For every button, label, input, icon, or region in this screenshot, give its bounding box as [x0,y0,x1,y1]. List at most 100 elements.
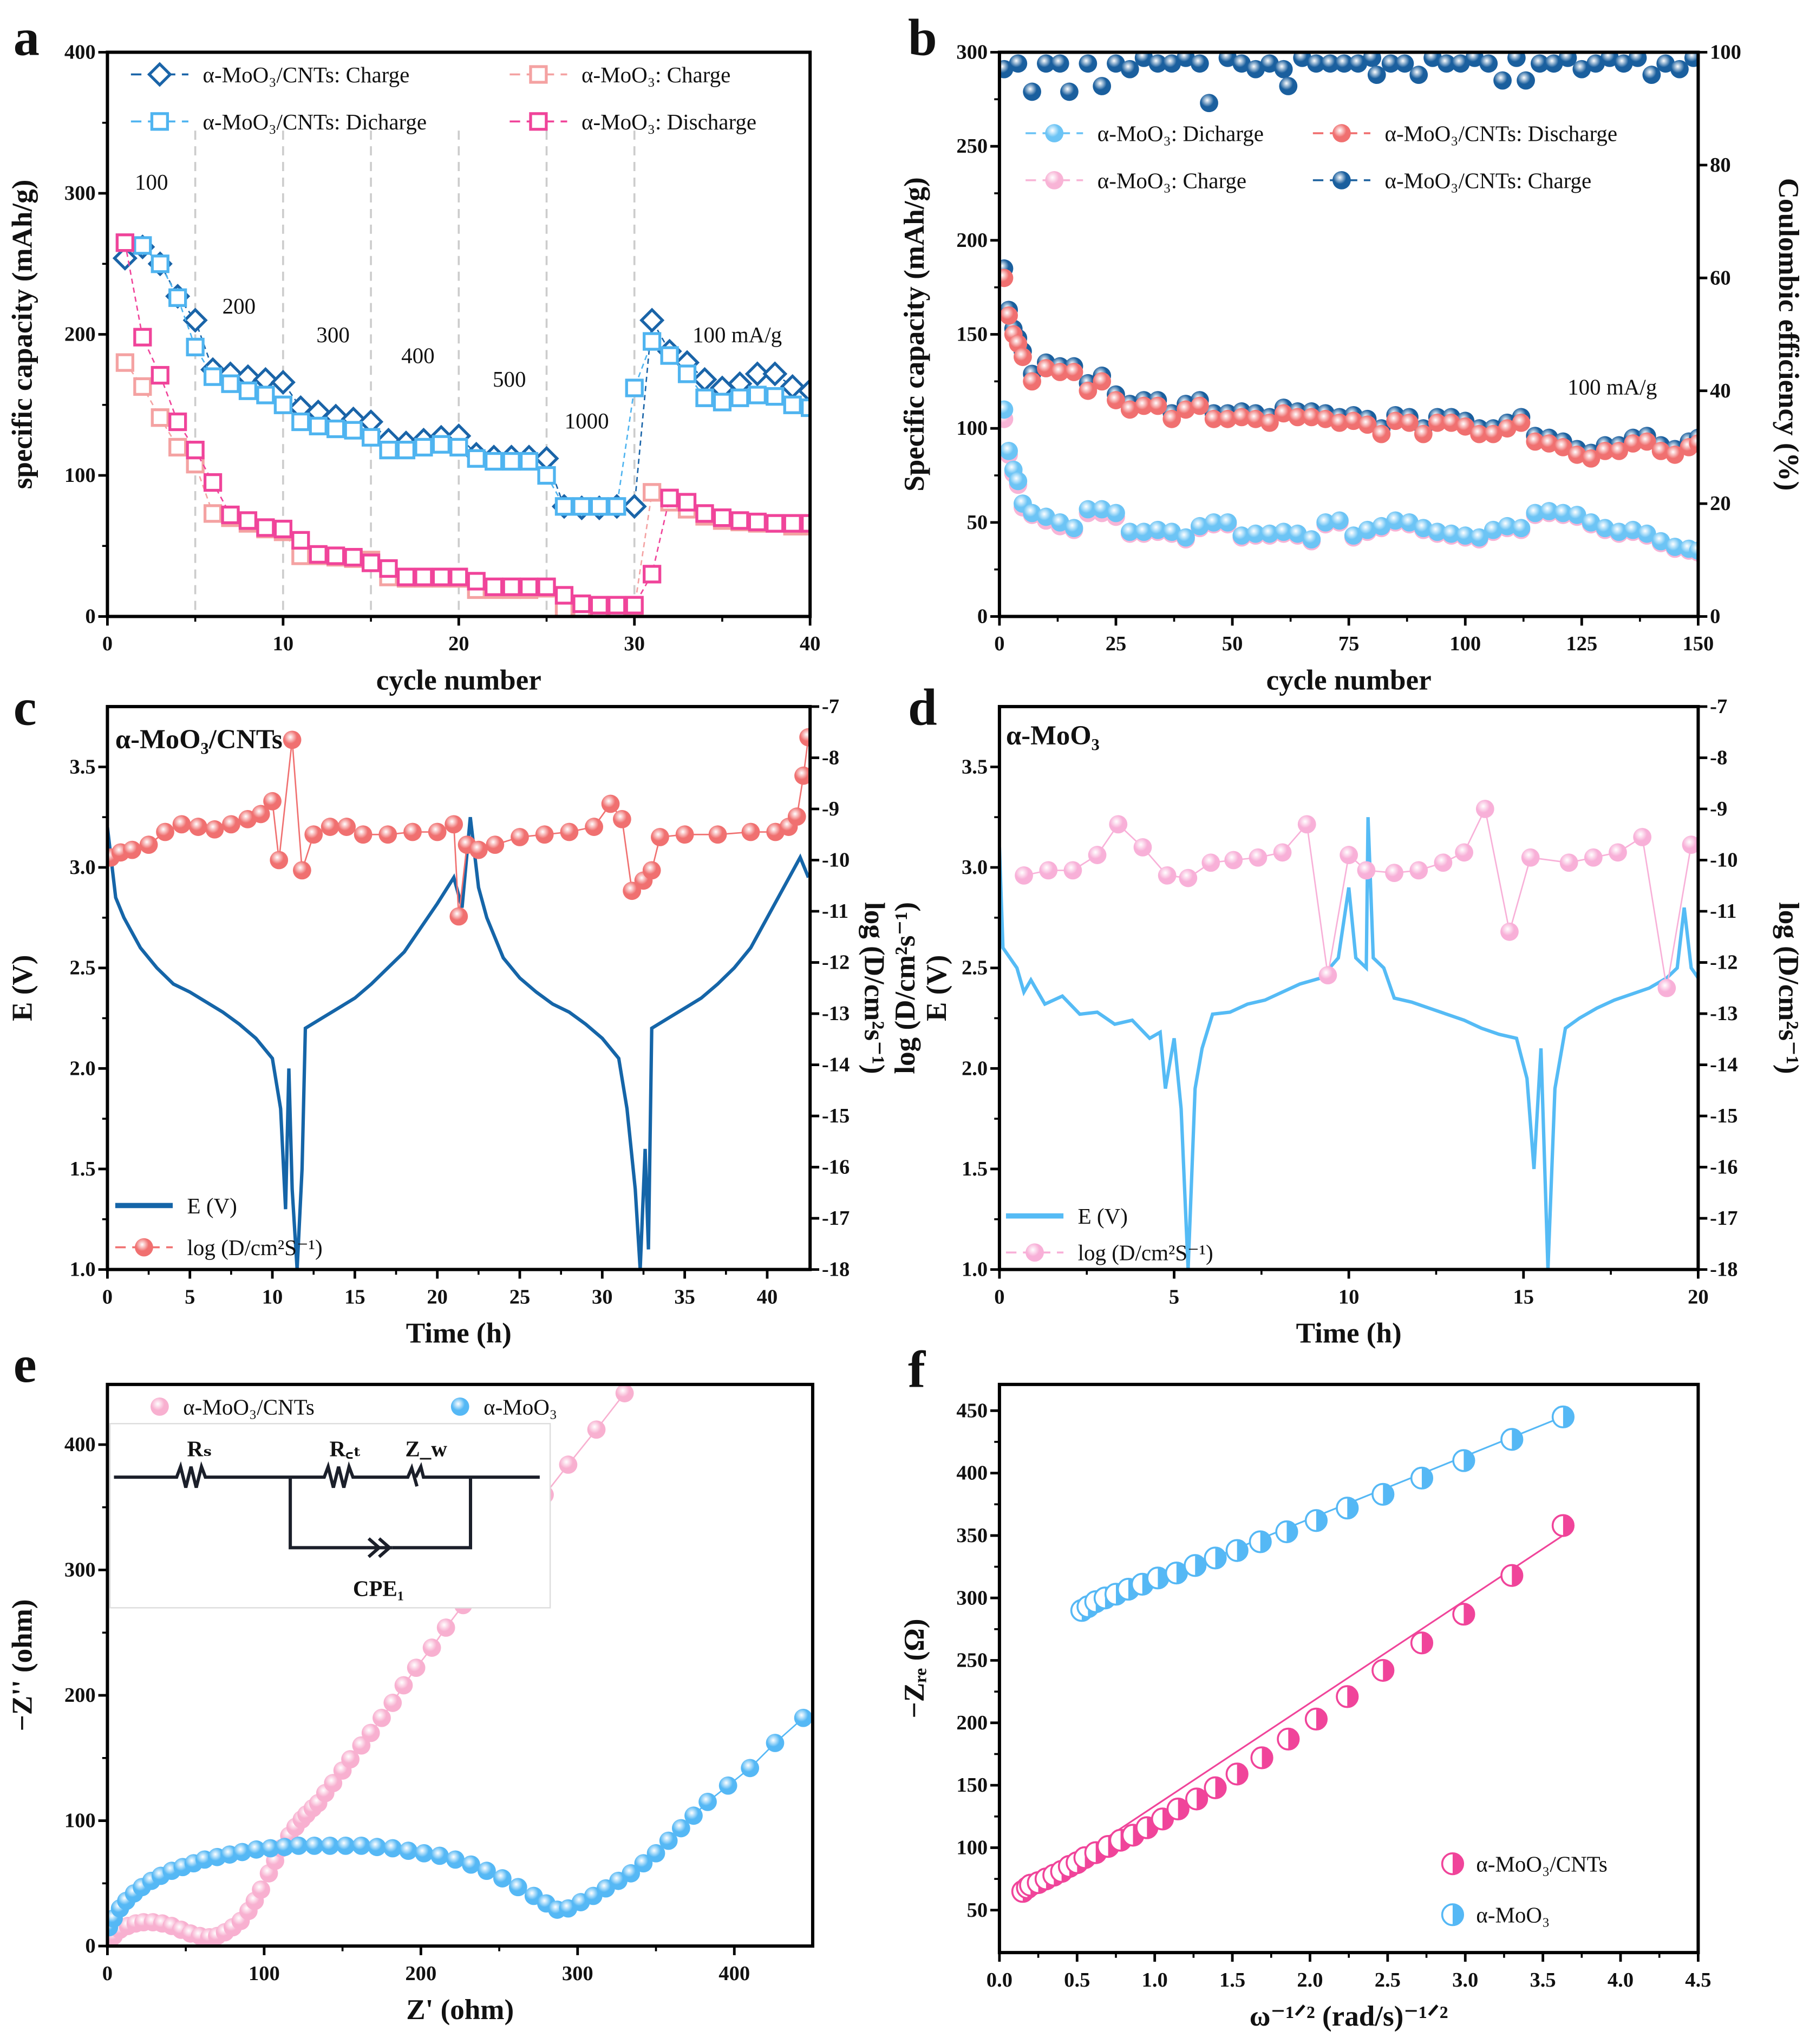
y-tick-label: 200 [956,1712,988,1734]
data-point [590,596,609,615]
data-point [1670,60,1689,79]
marker-fill [1178,1798,1189,1820]
legend-marker [1045,171,1064,190]
data-point [780,374,805,399]
legend-marker [529,65,548,84]
y-tick-label: 150 [956,323,988,346]
data-point [1367,66,1386,84]
data-point [361,553,381,572]
data-point [1179,868,1198,887]
data-point [622,494,647,519]
marker-fill [1347,1686,1358,1707]
data-point [1363,52,1382,67]
data-point [1185,1787,1208,1811]
data-point [1232,54,1251,73]
legend-item: α-MoO₃: Dicharge [1025,121,1264,146]
data-point [186,337,205,357]
y2-axis-label: Coulombic efficiency (%) [1773,178,1803,491]
data-point [1232,408,1251,427]
data-point [1414,519,1433,538]
data-point [502,452,521,471]
data-point [1344,412,1363,430]
data-point [1288,524,1307,543]
data-point [1386,511,1405,530]
x-tick-label: 3.5 [1530,1969,1556,1991]
current-density-label: 100 mA/g [1567,374,1657,399]
data-point [1063,861,1082,880]
y-tick-label: 2.0 [962,1057,988,1080]
data-point [1409,66,1428,84]
marker-fill [1195,1555,1206,1576]
y-axis-label-overlap: log (D/cm²s⁻¹) [890,902,921,1074]
data-point [572,497,591,516]
rct-label: R꜀ₜ [329,1436,361,1461]
data-point [233,1843,252,1862]
y-tick-label: 100 [956,1836,988,1859]
data-point [1609,843,1627,862]
data-point [238,381,258,400]
data-point [741,822,760,841]
data-point [467,572,486,591]
data-point [168,412,187,432]
data-point [766,514,785,533]
x-tick-label: 4.5 [1685,1969,1711,1991]
data-point [677,364,697,383]
data-point [1225,1762,1249,1786]
data-point [1349,54,1368,73]
data-point [337,818,356,836]
y2-tick-label: -14 [1710,1054,1737,1076]
data-point [748,512,767,532]
data-point [283,730,302,749]
legend-item: α-MoO₃/CNTs: Charge [1312,168,1591,193]
x-tick-label: 0 [994,632,1004,655]
rate-label-200: 200 [223,293,256,318]
data-point [151,254,169,273]
plot-frame [997,1382,1700,1955]
data-point [1250,1746,1273,1769]
rate-label-100-return: 100 mA/g [693,322,782,347]
legend-item: α-MoO₃/CNTs [151,1394,315,1419]
x-tick-label: 150 [1682,632,1714,655]
data-point [1484,425,1502,443]
x-tick-label: 2.5 [1375,1969,1401,1991]
data-point [660,488,679,507]
data-point [1134,396,1153,415]
legend-item: α-MoO₃: Discharge [509,109,756,134]
data-point [1134,52,1153,67]
data-point [399,1841,418,1860]
data-point [449,907,468,926]
data-point [1456,526,1475,545]
data-point [263,792,282,811]
legend-item: log (D/cm²S⁻¹) [1005,1240,1213,1265]
data-point [1204,1776,1227,1799]
data-point [1596,441,1615,460]
x-axis-label: cycle number [376,665,541,696]
data-point [1689,434,1699,453]
data-point [1107,504,1125,523]
y2-tick-label: 40 [1710,380,1731,402]
data-point [1484,520,1502,539]
data-point [341,1750,360,1769]
data-point [999,269,1014,288]
legend-item: log (D/cm²S⁻¹) [115,1235,323,1260]
data-point [1190,54,1209,73]
y-tick-label: 200 [64,323,96,346]
marker-fill [1288,1728,1299,1750]
x-axis-label: ω⁻¹ᐟ² (rad/s)⁻¹ᐟ² [1250,2001,1448,2032]
plot-frame [997,704,1700,1271]
data-point [1225,1539,1249,1562]
data-point [1293,52,1312,67]
data-point [677,493,697,512]
data-point [1335,54,1354,73]
data-point [1039,861,1058,880]
data-point [361,428,381,447]
data-point [1148,54,1167,73]
data-point [1551,1514,1575,1537]
marker-fill [1347,1497,1358,1519]
data-point [1381,54,1400,73]
data-point [585,818,603,836]
legend-marker [151,1397,169,1416]
data-point [1395,54,1414,73]
marker-fill [1383,1660,1394,1681]
data-point [1336,1497,1359,1520]
